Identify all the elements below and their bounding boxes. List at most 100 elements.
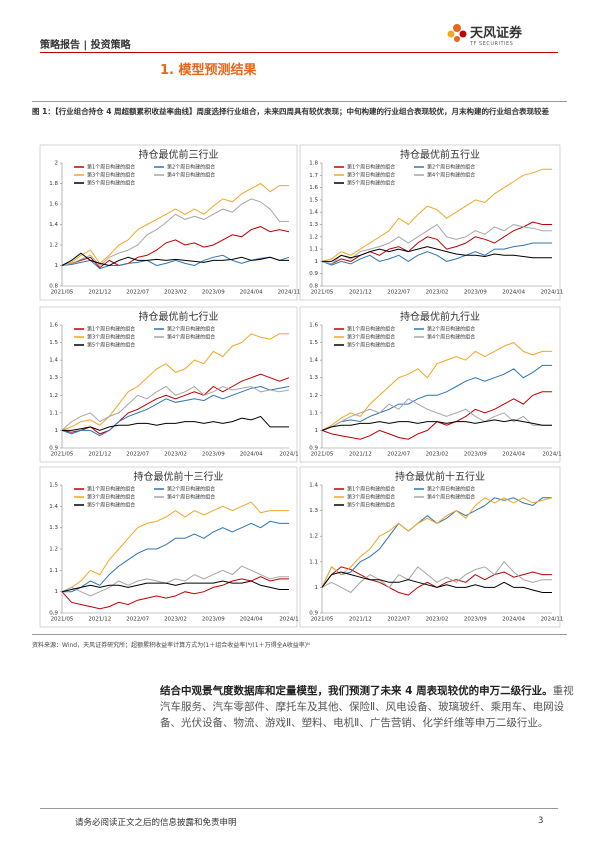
x-tick-label: 2022/07 [387, 617, 410, 623]
x-tick-label: 2024/04 [502, 290, 525, 296]
legend-label: 第2个周日构建的组合 [167, 486, 215, 493]
y-tick-label: 0.8 [49, 284, 58, 290]
y-tick-label: 1 [55, 263, 59, 269]
x-tick-label: 2021/12 [88, 617, 111, 623]
x-tick-label: 2024/1 [542, 452, 561, 458]
x-tick-label: 2021/12 [349, 617, 372, 623]
x-tick-label: 2024/04 [240, 452, 263, 458]
y-tick-label: 1.1 [49, 568, 58, 574]
chart: 0.9 1 1.1 1.2 1.3 1.4 1.5 1.6 2021/05 2021/12 2022… [299, 306, 562, 463]
legend-label: 第1个周日构建的组合 [347, 486, 395, 493]
y-tick-label: 1.3 [309, 222, 318, 228]
x-tick-label: 2023/09 [202, 452, 225, 458]
series-line [61, 565, 289, 597]
y-tick-label: 1.6 [309, 323, 318, 329]
chart-title: 持仓最优前十五行业 [395, 470, 485, 483]
series-line [321, 497, 553, 588]
y-tick-label: 1.2 [309, 393, 318, 399]
legend-label: 第5个周日构建的组合 [87, 342, 135, 349]
y-tick-label: 1.5 [309, 197, 318, 203]
legend-label: 第1个周日构建的组合 [347, 164, 395, 171]
series-line [61, 198, 289, 267]
y-tick-label: 1.1 [49, 410, 58, 416]
paragraph-text: 重视汽车服务、汽车零部件、摩托车及其他、保险Ⅱ、风电设备、玻璃玻纤、乘用车、电网… [160, 685, 574, 729]
legend-label: 第3个周日构建的组合 [87, 494, 135, 501]
legend-label: 第5个周日构建的组合 [347, 342, 395, 349]
x-tick-label: 2021/05 [311, 452, 334, 458]
series-line [61, 226, 290, 269]
y-tick-label: 1.4 [49, 222, 58, 228]
x-tick-label: 2021/12 [349, 290, 372, 296]
chart-frame [39, 144, 298, 301]
x-tick-label: 2023/02 [164, 617, 187, 623]
y-tick-label: 1.6 [309, 185, 318, 191]
x-tick-label: 2023/09 [202, 617, 225, 623]
footer-rule [40, 808, 558, 809]
y-tick-label: 1.1 [309, 410, 318, 416]
header-left: 策略报告 | 投资策略 [40, 40, 131, 51]
y-tick-label: 1.6 [49, 323, 58, 329]
y-tick-label: 1.6 [49, 202, 58, 208]
y-tick-label: 1.2 [309, 234, 318, 240]
legend-label: 第4个周日构建的组合 [167, 334, 215, 341]
chart-title: 持仓最优前三行业 [139, 148, 219, 161]
y-tick-label: 0.9 [309, 611, 318, 617]
y-tick-label: 1.2 [309, 534, 318, 540]
y-tick-label: 0.9 [309, 446, 318, 452]
y-tick-label: 1.3 [49, 375, 58, 381]
y-tick-label: 1 [315, 585, 319, 591]
legend-label: 第3个周日构建的组合 [87, 172, 135, 179]
y-tick-label: 1.3 [49, 525, 58, 531]
legend-label: 第1个周日构建的组合 [87, 326, 135, 333]
series-line [61, 373, 290, 435]
x-tick-label: 2023/02 [426, 452, 449, 458]
chart: 0.9 1 1.1 1.2 1.3 1.4 1.5 1.6 2021/05 2021/12 2022… [39, 306, 299, 463]
y-tick-label: 1.5 [49, 340, 58, 346]
y-tick-label: 1.1 [309, 247, 318, 253]
logo-icon [447, 24, 467, 42]
y-tick-label: 1.4 [309, 358, 318, 364]
y-tick-label: 1.4 [309, 483, 318, 489]
x-tick-label: 2023/02 [426, 290, 449, 296]
chart-frame [39, 466, 298, 628]
x-tick-label: 2021/05 [51, 290, 74, 296]
y-tick-label: 0.9 [49, 611, 58, 617]
x-tick-label: 2021/05 [51, 452, 74, 458]
x-tick-label: 2021/12 [349, 452, 372, 458]
y-tick-label: 1.8 [309, 161, 318, 167]
legend-label: 第2个周日构建的组合 [427, 486, 475, 493]
legend-label: 第4个周日构建的组合 [427, 334, 475, 341]
y-tick-label: 1.3 [309, 375, 318, 381]
charts: 0.8 1 1.2 1.4 1.6 1.8 2 2021/05 2021/12 2022/07 20… [39, 144, 563, 628]
series-line [61, 580, 289, 593]
x-tick-label: 2021/05 [51, 617, 74, 623]
y-tick-label: 1.2 [49, 393, 58, 399]
y-tick-label: 2 [55, 161, 59, 167]
y-tick-label: 0.9 [309, 271, 318, 277]
page-number: 3 [538, 816, 544, 826]
chart-frame [39, 306, 298, 463]
series-line [322, 246, 552, 262]
series-line [321, 223, 552, 265]
series-line [62, 520, 289, 593]
y-tick-label: 1.1 [309, 559, 318, 565]
chart-frame [299, 144, 561, 301]
logo-name: 天风证券 [470, 26, 523, 41]
series-line [61, 252, 289, 267]
legend-label: 第2个周日构建的组合 [167, 164, 215, 171]
chart-frame [299, 466, 561, 628]
x-tick-label: 2022/07 [126, 452, 149, 458]
logo: 天风证券 TF SECURITIES [447, 22, 523, 47]
series-line [61, 333, 289, 431]
x-tick-label: 2024/04 [502, 452, 525, 458]
x-tick-label: 2021/12 [88, 452, 111, 458]
x-tick-label: 2023/02 [164, 290, 187, 296]
source-note: 资料来源：Wind，天风证券研究所；超额累积收益率计算方式为(1＋组合收益率)ᴺ… [32, 642, 310, 649]
legend-label: 第3个周日构建的组合 [347, 334, 395, 341]
y-tick-label: 1.5 [309, 340, 318, 346]
x-tick-label: 2022/07 [126, 617, 149, 623]
section-title: 1. 模型预测结果 [160, 63, 257, 78]
